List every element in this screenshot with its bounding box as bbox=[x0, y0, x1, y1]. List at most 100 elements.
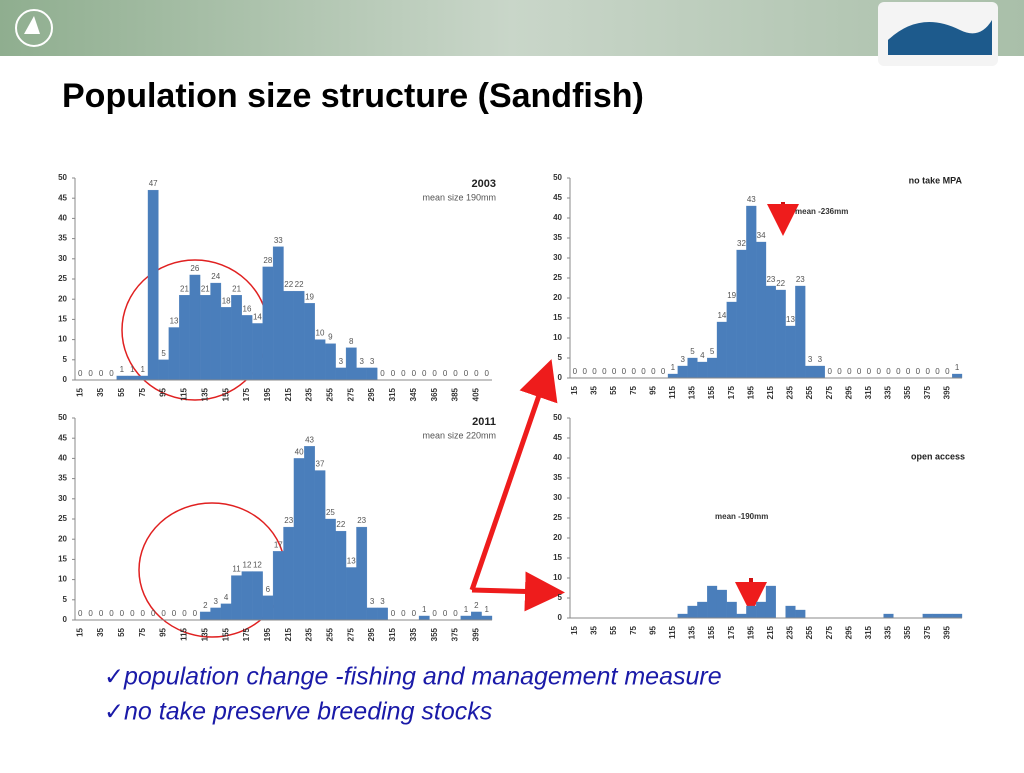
data-label: 1 bbox=[955, 363, 960, 372]
data-label: 0 bbox=[827, 367, 832, 376]
bar bbox=[746, 205, 757, 379]
y-tick-label: 15 bbox=[58, 315, 67, 324]
bar bbox=[304, 446, 315, 621]
x-tick-label: 275 bbox=[825, 385, 834, 399]
bar bbox=[952, 373, 963, 379]
data-label: 32 bbox=[737, 239, 746, 248]
check: ✓ bbox=[104, 663, 124, 690]
bar bbox=[795, 285, 806, 379]
x-tick-label: 215 bbox=[766, 385, 775, 399]
data-label: 0 bbox=[641, 367, 646, 376]
y-tick-label: 0 bbox=[558, 373, 563, 382]
data-label: 4 bbox=[700, 351, 705, 360]
data-label: 0 bbox=[151, 609, 156, 618]
data-label: 0 bbox=[837, 367, 842, 376]
x-tick-label: 235 bbox=[305, 387, 314, 401]
y-tick-label: 50 bbox=[58, 173, 67, 182]
bar bbox=[231, 575, 242, 621]
data-label: 2 bbox=[203, 601, 208, 610]
y-tick-label: 30 bbox=[553, 253, 562, 262]
chart-title: no take MPA bbox=[909, 175, 963, 185]
bar bbox=[716, 589, 727, 619]
y-tick-label: 35 bbox=[58, 474, 67, 483]
x-tick-label: 355 bbox=[430, 627, 439, 641]
data-label: 3 bbox=[370, 597, 375, 606]
data-label: 0 bbox=[88, 609, 93, 618]
x-tick-label: 275 bbox=[346, 387, 355, 401]
bar bbox=[252, 323, 263, 381]
bar bbox=[756, 241, 767, 379]
data-label: 23 bbox=[284, 516, 293, 525]
data-label: 19 bbox=[305, 292, 314, 301]
x-tick-label: 255 bbox=[805, 385, 814, 399]
y-tick-label: 0 bbox=[63, 615, 68, 624]
x-tick-label: 175 bbox=[242, 627, 251, 641]
data-label: 2 bbox=[474, 601, 479, 610]
bar bbox=[765, 285, 776, 379]
data-label: 0 bbox=[78, 369, 83, 378]
data-label: 33 bbox=[274, 236, 283, 245]
bar bbox=[210, 282, 222, 381]
bar bbox=[345, 347, 357, 381]
data-label: 6 bbox=[266, 585, 271, 594]
x-tick-label: 275 bbox=[825, 625, 834, 639]
x-tick-label: 115 bbox=[668, 625, 677, 638]
x-tick-label: 275 bbox=[346, 627, 355, 641]
y-tick-label: 25 bbox=[553, 513, 562, 522]
data-label: 1 bbox=[120, 365, 125, 374]
y-tick-label: 30 bbox=[553, 493, 562, 502]
bar bbox=[765, 585, 776, 619]
x-tick-label: 175 bbox=[727, 625, 736, 639]
data-label: 5 bbox=[710, 347, 715, 356]
data-label: 37 bbox=[316, 460, 325, 469]
bar bbox=[697, 601, 708, 619]
data-label: 0 bbox=[602, 367, 607, 376]
y-tick-label: 40 bbox=[58, 454, 67, 463]
data-label: 5 bbox=[161, 349, 166, 358]
bar bbox=[667, 373, 678, 379]
x-tick-label: 195 bbox=[263, 387, 272, 401]
x-tick-label: 195 bbox=[746, 625, 755, 639]
data-label: 0 bbox=[412, 369, 417, 378]
bar bbox=[726, 601, 737, 619]
bar bbox=[677, 365, 688, 379]
bar bbox=[716, 321, 727, 379]
y-tick-label: 30 bbox=[58, 254, 67, 263]
data-label: 3 bbox=[808, 355, 813, 364]
data-label: 3 bbox=[370, 357, 375, 366]
bar bbox=[220, 603, 232, 621]
y-tick-label: 5 bbox=[558, 353, 563, 362]
x-tick-label: 345 bbox=[409, 387, 418, 401]
x-tick-label: 75 bbox=[138, 387, 147, 396]
x-tick-label: 255 bbox=[326, 627, 335, 641]
bar bbox=[460, 615, 472, 621]
x-tick-label: 255 bbox=[326, 387, 335, 401]
x-tick-label: 335 bbox=[884, 625, 893, 639]
data-label: 0 bbox=[886, 367, 891, 376]
data-label: 34 bbox=[757, 231, 766, 240]
data-label: 0 bbox=[401, 609, 406, 618]
x-tick-label: 375 bbox=[923, 385, 932, 399]
x-tick-label: 365 bbox=[430, 387, 439, 401]
data-label: 22 bbox=[295, 280, 304, 289]
data-label: 1 bbox=[671, 363, 676, 372]
y-tick-label: 25 bbox=[58, 514, 67, 523]
data-label: 0 bbox=[896, 367, 901, 376]
data-label: 1 bbox=[422, 605, 427, 614]
x-tick-label: 95 bbox=[159, 627, 168, 636]
bar bbox=[272, 246, 284, 381]
x-tick-label: 95 bbox=[648, 625, 657, 634]
bar bbox=[158, 359, 169, 381]
data-label: 13 bbox=[786, 315, 795, 324]
bar bbox=[335, 367, 347, 381]
y-tick-label: 20 bbox=[58, 534, 67, 543]
data-label: 43 bbox=[305, 435, 314, 444]
data-label: 9 bbox=[328, 333, 333, 342]
x-tick-label: 315 bbox=[864, 385, 873, 399]
bar bbox=[366, 607, 378, 621]
data-label: 0 bbox=[391, 369, 396, 378]
x-tick-label: 135 bbox=[688, 625, 697, 639]
x-tick-label: 115 bbox=[180, 627, 189, 640]
x-tick-label: 35 bbox=[590, 385, 599, 394]
data-label: 0 bbox=[182, 609, 187, 618]
